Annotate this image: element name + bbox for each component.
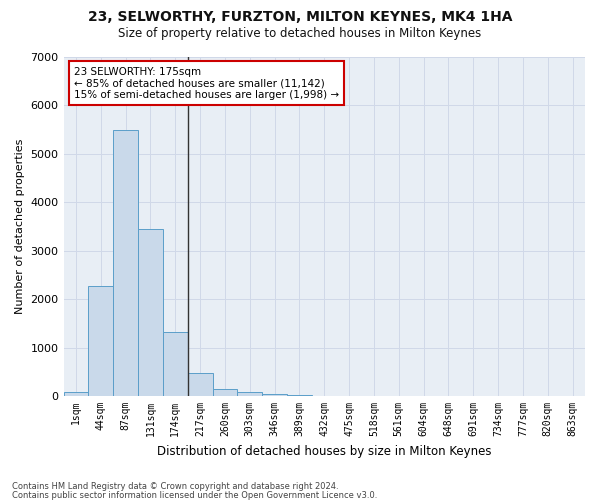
- Bar: [113, 130, 138, 396]
- Bar: [138, 228, 163, 396]
- Text: Contains HM Land Registry data © Crown copyright and database right 2024.: Contains HM Land Registry data © Crown c…: [12, 482, 338, 491]
- Text: 23 SELWORTHY: 175sqm
← 85% of detached houses are smaller (11,142)
15% of semi-d: 23 SELWORTHY: 175sqm ← 85% of detached h…: [74, 66, 339, 100]
- Y-axis label: Number of detached properties: Number of detached properties: [15, 138, 25, 314]
- Bar: [238, 392, 262, 396]
- Text: 23, SELWORTHY, FURZTON, MILTON KEYNES, MK4 1HA: 23, SELWORTHY, FURZTON, MILTON KEYNES, M…: [88, 10, 512, 24]
- X-axis label: Distribution of detached houses by size in Milton Keynes: Distribution of detached houses by size …: [157, 444, 491, 458]
- Bar: [88, 286, 113, 396]
- Text: Size of property relative to detached houses in Milton Keynes: Size of property relative to detached ho…: [118, 28, 482, 40]
- Text: Contains public sector information licensed under the Open Government Licence v3: Contains public sector information licen…: [12, 490, 377, 500]
- Bar: [64, 392, 88, 396]
- Bar: [262, 394, 287, 396]
- Bar: [212, 388, 238, 396]
- Bar: [188, 374, 212, 396]
- Bar: [163, 332, 188, 396]
- Bar: [287, 394, 312, 396]
